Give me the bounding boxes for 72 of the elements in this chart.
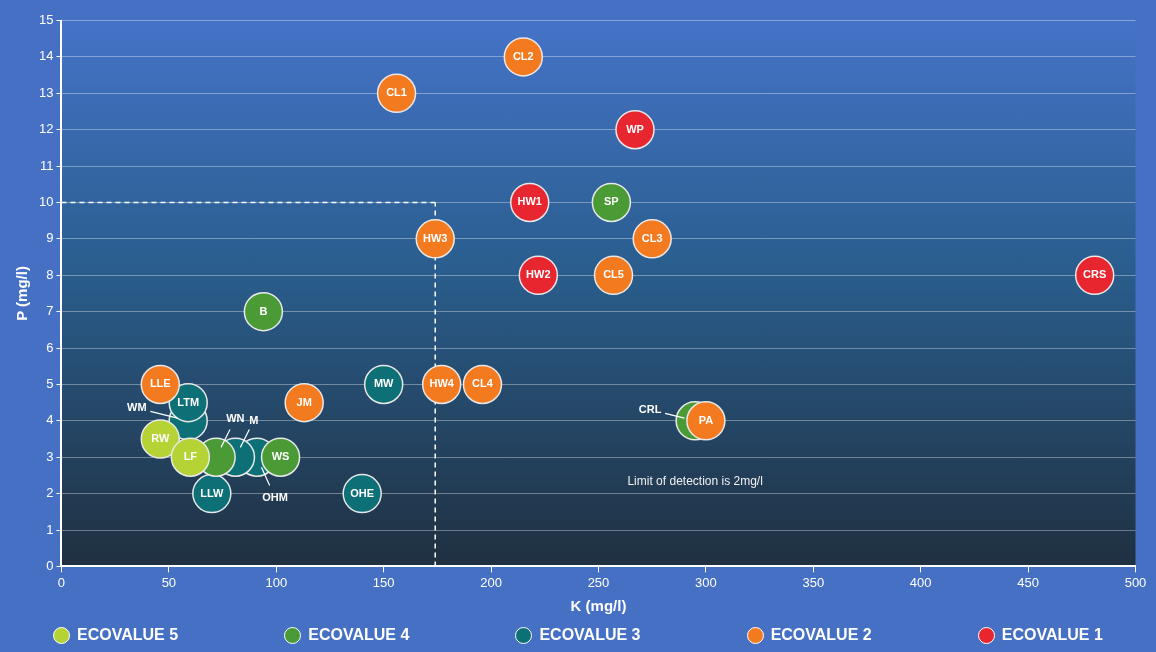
data-label: HW4: [429, 377, 455, 390]
data-label: LTM: [177, 395, 200, 408]
point: [243, 291, 284, 332]
legend-label: ECOVALUE 5: [77, 626, 179, 644]
y-tick-label: 7: [46, 303, 54, 319]
data-label: HW2: [526, 268, 551, 281]
data-label: SP: [604, 195, 619, 208]
x-tick-label: 450: [1017, 574, 1039, 590]
data-label: LLW: [200, 486, 225, 499]
data-label: PA: [698, 413, 714, 426]
x-tick-label: 50: [161, 574, 177, 590]
point: [591, 182, 632, 223]
x-tick-label: 0: [57, 574, 66, 590]
y-tick-label: 8: [46, 266, 54, 282]
x-axis-title: K (mg/l): [570, 597, 627, 615]
y-tick-label: 11: [39, 157, 54, 173]
x-tick-label: 150: [372, 574, 395, 590]
data-label: CL5: [603, 268, 624, 281]
data-label: CL2: [512, 49, 534, 62]
y-tick-label: 9: [46, 230, 54, 246]
y-tick-label: 2: [46, 485, 54, 501]
data-label: WS: [271, 450, 290, 463]
x-tick-label: 350: [802, 574, 825, 590]
data-label: HW3: [423, 231, 448, 244]
x-tick-label: 400: [909, 574, 932, 590]
legend-label: ECOVALUE 1: [1001, 626, 1103, 644]
data-label: RW: [151, 432, 170, 445]
legend-label: ECOVALUE 3: [539, 626, 641, 644]
y-tick-label: 15: [38, 12, 54, 28]
y-tick-label: 13: [38, 84, 54, 100]
data-label: CL3: [641, 231, 663, 244]
point: [462, 364, 503, 405]
data-label: OHE: [350, 486, 375, 499]
data-label: WM: [127, 401, 147, 414]
point: [284, 382, 324, 423]
y-tick-label: 1: [46, 521, 54, 537]
y-axis-title: P (mg/l): [13, 266, 31, 321]
y-tick-label: 10: [38, 194, 54, 210]
data-label: LF: [183, 450, 198, 463]
data-label: WN: [226, 411, 245, 424]
point: [260, 437, 301, 477]
data-label: JM: [296, 395, 312, 408]
x-tick-label: 500: [1124, 574, 1147, 590]
y-tick-label: 12: [38, 121, 54, 137]
x-tick-label: 300: [695, 574, 717, 590]
y-tick-label: 3: [46, 448, 54, 464]
y-tick-label: 14: [38, 48, 54, 64]
point: [686, 401, 726, 441]
data-label: HW1: [517, 195, 542, 208]
x-tick-label: 200: [480, 574, 502, 590]
point: [376, 73, 417, 114]
data-label: CRS: [1083, 268, 1107, 281]
y-tick-label: 4: [46, 412, 54, 428]
data-label: MW: [373, 377, 395, 390]
legend-label: ECOVALUE 4: [308, 626, 410, 644]
data-label: CL4: [472, 377, 494, 390]
y-tick-label: 6: [46, 339, 54, 355]
x-tick-label: 250: [587, 574, 610, 590]
annotation: Limit of detection is 2mg/l: [627, 474, 763, 489]
data-label: CRL: [638, 402, 662, 415]
data-label: OHM: [262, 490, 288, 503]
point: [615, 109, 655, 150]
data-label: CL1: [386, 86, 407, 99]
data-label: WP: [626, 122, 644, 135]
y-tick-label: 5: [46, 376, 54, 392]
point: [170, 437, 211, 477]
y-tick-label: 0: [46, 557, 54, 573]
legend-label: ECOVALUE 2: [770, 626, 872, 644]
data-label: M: [249, 413, 259, 426]
data-label: LLE: [149, 377, 171, 390]
x-tick-label: 100: [265, 574, 288, 590]
data-label: B: [259, 304, 268, 317]
